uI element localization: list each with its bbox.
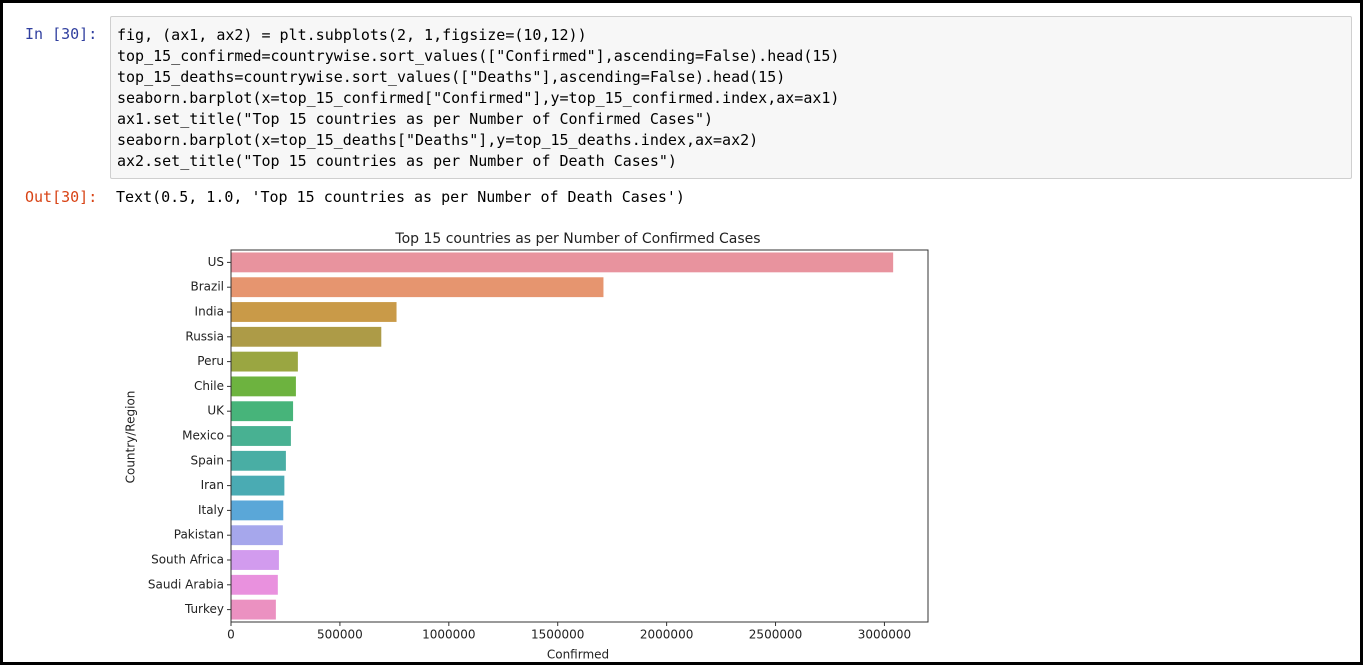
bar	[231, 475, 285, 496]
y-tick-label: Iran	[201, 478, 224, 492]
y-tick-label: Spain	[190, 453, 224, 467]
bar	[231, 599, 276, 620]
chart: Top 15 countries as per Number of Confir…	[124, 231, 929, 662]
x-tick-label: 500000	[317, 628, 363, 642]
x-tick-label: 1000000	[422, 628, 475, 642]
code-line: top_15_deaths=countrywise.sort_values(["…	[117, 68, 786, 86]
bar	[231, 500, 284, 521]
y-tick-label: Turkey	[184, 602, 224, 616]
y-tick-label: Chile	[194, 379, 224, 393]
code-cell[interactable]: fig, (ax1, ax2) = plt.subplots(2, 1,figs…	[110, 16, 1352, 179]
y-tick-label: UK	[207, 404, 225, 418]
code-line: ax2.set_title("Top 15 countries as per N…	[117, 152, 677, 170]
bar	[231, 525, 283, 546]
code-line: fig, (ax1, ax2) = plt.subplots(2, 1,figs…	[117, 26, 587, 44]
code-line: seaborn.barplot(x=top_15_confirmed["Conf…	[117, 89, 840, 107]
plot-frame	[230, 249, 929, 623]
x-tick-label: 2000000	[640, 628, 693, 642]
y-tick-label: India	[195, 305, 224, 319]
output-prompt: Out[30]:	[25, 188, 98, 206]
bar	[231, 450, 286, 471]
bar	[231, 550, 279, 570]
code-line: top_15_confirmed=countrywise.sort_values…	[117, 47, 840, 65]
y-tick-label: Brazil	[191, 280, 225, 294]
output-text: Text(0.5, 1.0, 'Top 15 countries as per …	[116, 188, 685, 206]
bar	[231, 401, 294, 422]
bar	[231, 426, 291, 446]
bar	[231, 326, 382, 347]
chart-title: Top 15 countries as per Number of Confir…	[394, 231, 760, 247]
y-tick-label: Saudi Arabia	[148, 577, 224, 591]
bar	[231, 351, 298, 372]
code-line: ax1.set_title("Top 15 countries as per N…	[117, 110, 714, 128]
bar	[231, 574, 278, 595]
input-prompt: In [30]:	[25, 25, 98, 43]
x-tick-label: 0	[227, 628, 235, 642]
y-tick-label: Peru	[197, 354, 224, 368]
bar	[231, 277, 604, 298]
bar	[231, 252, 894, 273]
y-tick-label: Italy	[198, 503, 224, 517]
y-tick-label: Mexico	[182, 429, 224, 443]
x-axis-label: Confirmed	[547, 648, 609, 662]
bar	[231, 376, 296, 397]
x-tick-label: 1500000	[531, 628, 584, 642]
y-tick-label: South Africa	[151, 553, 224, 567]
x-tick-label: 3000000	[858, 628, 911, 642]
y-axis-label: Country/Region	[124, 391, 138, 484]
x-tick-label: 2500000	[749, 628, 802, 642]
code-line: seaborn.barplot(x=top_15_deaths["Deaths"…	[117, 131, 759, 149]
y-tick-label: Pakistan	[174, 528, 224, 542]
y-tick-label: Russia	[185, 329, 224, 343]
y-tick-label: US	[208, 255, 224, 269]
bar	[231, 302, 397, 322]
